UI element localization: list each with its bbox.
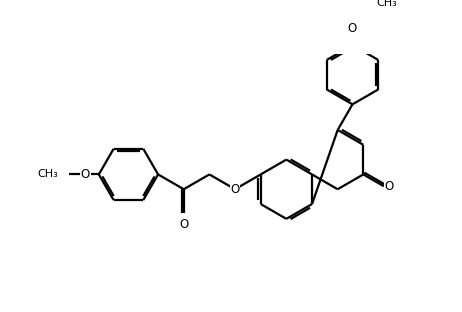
Text: CH₃: CH₃	[377, 0, 397, 8]
Text: O: O	[348, 22, 357, 35]
Text: O: O	[231, 183, 240, 196]
Text: O: O	[81, 168, 90, 181]
Text: CH₃: CH₃	[37, 169, 58, 179]
Text: O: O	[384, 180, 394, 193]
Text: O: O	[179, 218, 188, 231]
